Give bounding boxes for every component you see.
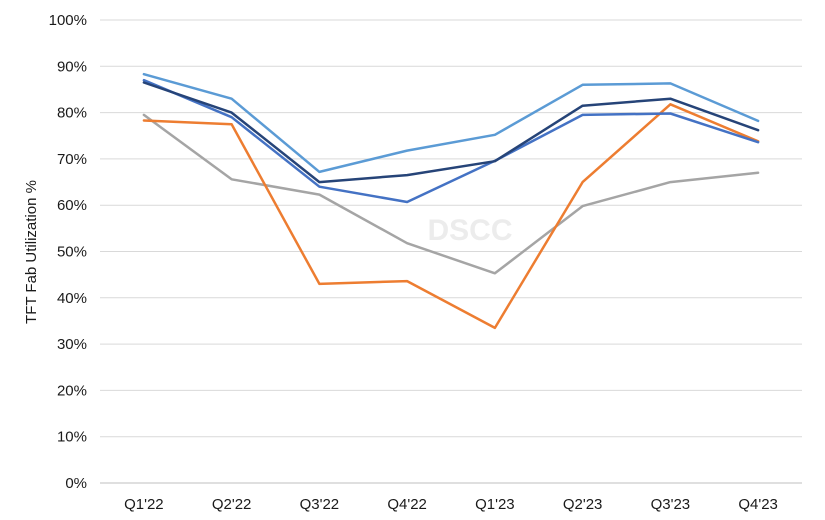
series-line-1 [142, 113, 760, 275]
x-tick-label: Q4'23 [738, 496, 778, 513]
series-lines [142, 72, 760, 330]
series-line-4 [142, 81, 760, 184]
x-tick-label: Q1'22 [124, 496, 164, 513]
y-tick-label: 20% [57, 382, 87, 399]
x-axis-tick-labels: Q1'22 Q2'22 Q3'22 Q4'22 Q1'23 Q2'23 Q3'23 Q4'23 [124, 496, 778, 513]
series-line-3 [142, 78, 760, 204]
y-tick-label: 70% [57, 151, 87, 168]
y-tick-label: 100% [49, 12, 87, 29]
x-tick-label: Q3'23 [651, 496, 691, 513]
y-tick-label: 40% [57, 290, 87, 307]
y-axis-tick-labels: 0% 10% 20% 30% 40% 50% 60% 70% 80% 90% 100% [49, 12, 87, 492]
y-tick-label: 0% [65, 475, 87, 492]
series-line-5 [142, 72, 760, 174]
watermark-text: DSCC [427, 214, 512, 247]
y-tick-label: 90% [57, 58, 87, 75]
gridlines [100, 19, 802, 484]
x-tick-label: Q1'23 [475, 496, 515, 513]
series-line-2 [142, 103, 760, 330]
x-tick-label: Q4'22 [387, 496, 427, 513]
x-tick-label: Q2'22 [212, 496, 252, 513]
x-tick-label: Q2'23 [563, 496, 603, 513]
x-tick-label: Q3'22 [300, 496, 340, 513]
y-axis-title: TFT Fab Utilization % [23, 180, 40, 324]
y-tick-label: 80% [57, 105, 87, 122]
y-tick-label: 50% [57, 244, 87, 261]
y-tick-label: 60% [57, 197, 87, 214]
y-tick-label: 10% [57, 429, 87, 446]
y-tick-label: 30% [57, 336, 87, 353]
